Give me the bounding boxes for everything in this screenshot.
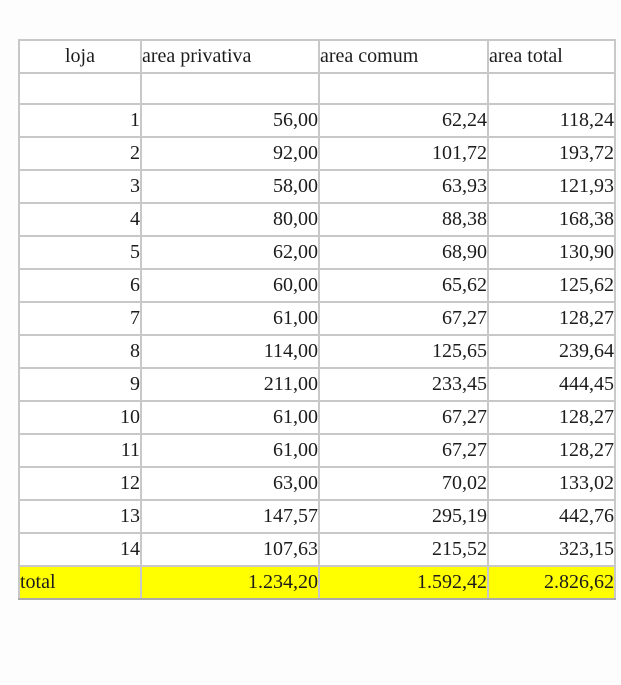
cell-loja: 11 — [18, 433, 142, 468]
cell-loja: 6 — [18, 268, 142, 303]
cell-area-privativa-empty — [140, 72, 320, 105]
column-header-area-comum: area comum — [318, 39, 489, 74]
cell-area-total: 168,38 — [487, 202, 616, 237]
table-row: 6 60,00 65,62 125,62 — [18, 268, 616, 303]
cell-area-privativa: 62,00 — [140, 235, 320, 270]
cell-area-total: 444,45 — [487, 367, 616, 402]
table-row: 2 92,00 101,72 193,72 — [18, 136, 616, 171]
cell-loja: 2 — [18, 136, 142, 171]
cell-area-comum: 295,19 — [318, 499, 489, 534]
cell-area-comum: 65,62 — [318, 268, 489, 303]
cell-area-comum: 70,02 — [318, 466, 489, 501]
cell-area-privativa: 61,00 — [140, 433, 320, 468]
table-row: 13 147,57 295,19 442,76 — [18, 499, 616, 534]
cell-loja: 5 — [18, 235, 142, 270]
cell-area-comum-empty — [318, 72, 489, 105]
cell-loja: 9 — [18, 367, 142, 402]
cell-area-total: 323,15 — [487, 532, 616, 567]
cell-area-privativa: 61,00 — [140, 400, 320, 435]
column-header-area-total: area total — [487, 39, 616, 74]
spacer-row — [18, 72, 616, 105]
cell-loja: 13 — [18, 499, 142, 534]
total-area-privativa-cell: 1.234,20 — [140, 565, 320, 600]
table-row: 14 107,63 215,52 323,15 — [18, 532, 616, 567]
cell-loja: 8 — [18, 334, 142, 369]
cell-loja: 12 — [18, 466, 142, 501]
total-area-comum-cell: 1.592,42 — [318, 565, 489, 600]
table-row: 5 62,00 68,90 130,90 — [18, 235, 616, 270]
cell-loja: 10 — [18, 400, 142, 435]
cell-loja: 3 — [18, 169, 142, 204]
table-row: 9 211,00 233,45 444,45 — [18, 367, 616, 402]
cell-area-privativa: 58,00 — [140, 169, 320, 204]
table-row: 12 63,00 70,02 133,02 — [18, 466, 616, 501]
cell-area-comum: 233,45 — [318, 367, 489, 402]
total-area-total-cell: 2.826,62 — [487, 565, 616, 600]
cell-area-total: 239,64 — [487, 334, 616, 369]
loja-areas-table: loja area privativa area comum area tota… — [18, 39, 616, 600]
cell-area-comum: 215,52 — [318, 532, 489, 567]
cell-area-privativa: 211,00 — [140, 367, 320, 402]
cell-area-comum: 67,27 — [318, 301, 489, 336]
table-row: 4 80,00 88,38 168,38 — [18, 202, 616, 237]
total-row: total 1.234,20 1.592,42 2.826,62 — [18, 565, 616, 600]
cell-area-privativa: 60,00 — [140, 268, 320, 303]
cell-area-total: 128,27 — [487, 400, 616, 435]
cell-area-total: 442,76 — [487, 499, 616, 534]
table-row: 3 58,00 63,93 121,93 — [18, 169, 616, 204]
cell-area-total: 125,62 — [487, 268, 616, 303]
table-row: 8 114,00 125,65 239,64 — [18, 334, 616, 369]
cell-area-total-empty — [487, 72, 616, 105]
cell-area-comum: 62,24 — [318, 103, 489, 138]
total-label-cell: total — [18, 565, 142, 600]
table-row: 10 61,00 67,27 128,27 — [18, 400, 616, 435]
cell-loja: 4 — [18, 202, 142, 237]
cell-area-comum: 68,90 — [318, 235, 489, 270]
table-row: 11 61,00 67,27 128,27 — [18, 433, 616, 468]
cell-area-privativa: 80,00 — [140, 202, 320, 237]
cell-loja: 1 — [18, 103, 142, 138]
cell-area-comum: 63,93 — [318, 169, 489, 204]
cell-area-comum: 67,27 — [318, 400, 489, 435]
cell-area-total: 130,90 — [487, 235, 616, 270]
cell-loja-empty — [18, 72, 142, 105]
cell-area-total: 193,72 — [487, 136, 616, 171]
column-header-loja: loja — [18, 39, 142, 74]
cell-area-privativa: 114,00 — [140, 334, 320, 369]
cell-area-privativa: 63,00 — [140, 466, 320, 501]
cell-area-privativa: 147,57 — [140, 499, 320, 534]
cell-area-comum: 67,27 — [318, 433, 489, 468]
cell-loja: 7 — [18, 301, 142, 336]
cell-area-privativa: 92,00 — [140, 136, 320, 171]
column-header-area-privativa: area privativa — [140, 39, 320, 74]
cell-area-privativa: 61,00 — [140, 301, 320, 336]
table-row: 1 56,00 62,24 118,24 — [18, 103, 616, 138]
cell-area-total: 121,93 — [487, 169, 616, 204]
cell-area-total: 133,02 — [487, 466, 616, 501]
cell-area-total: 118,24 — [487, 103, 616, 138]
cell-area-comum: 101,72 — [318, 136, 489, 171]
cell-area-privativa: 107,63 — [140, 532, 320, 567]
table-row: 7 61,00 67,27 128,27 — [18, 301, 616, 336]
cell-area-privativa: 56,00 — [140, 103, 320, 138]
cell-area-total: 128,27 — [487, 433, 616, 468]
cell-area-total: 128,27 — [487, 301, 616, 336]
cell-area-comum: 125,65 — [318, 334, 489, 369]
cell-loja: 14 — [18, 532, 142, 567]
cell-area-comum: 88,38 — [318, 202, 489, 237]
header-row: loja area privativa area comum area tota… — [18, 39, 616, 74]
